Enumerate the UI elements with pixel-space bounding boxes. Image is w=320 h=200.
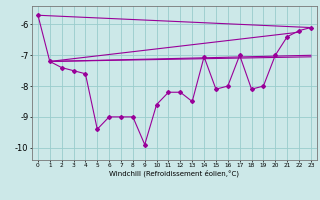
X-axis label: Windchill (Refroidissement éolien,°C): Windchill (Refroidissement éolien,°C) bbox=[109, 170, 239, 177]
